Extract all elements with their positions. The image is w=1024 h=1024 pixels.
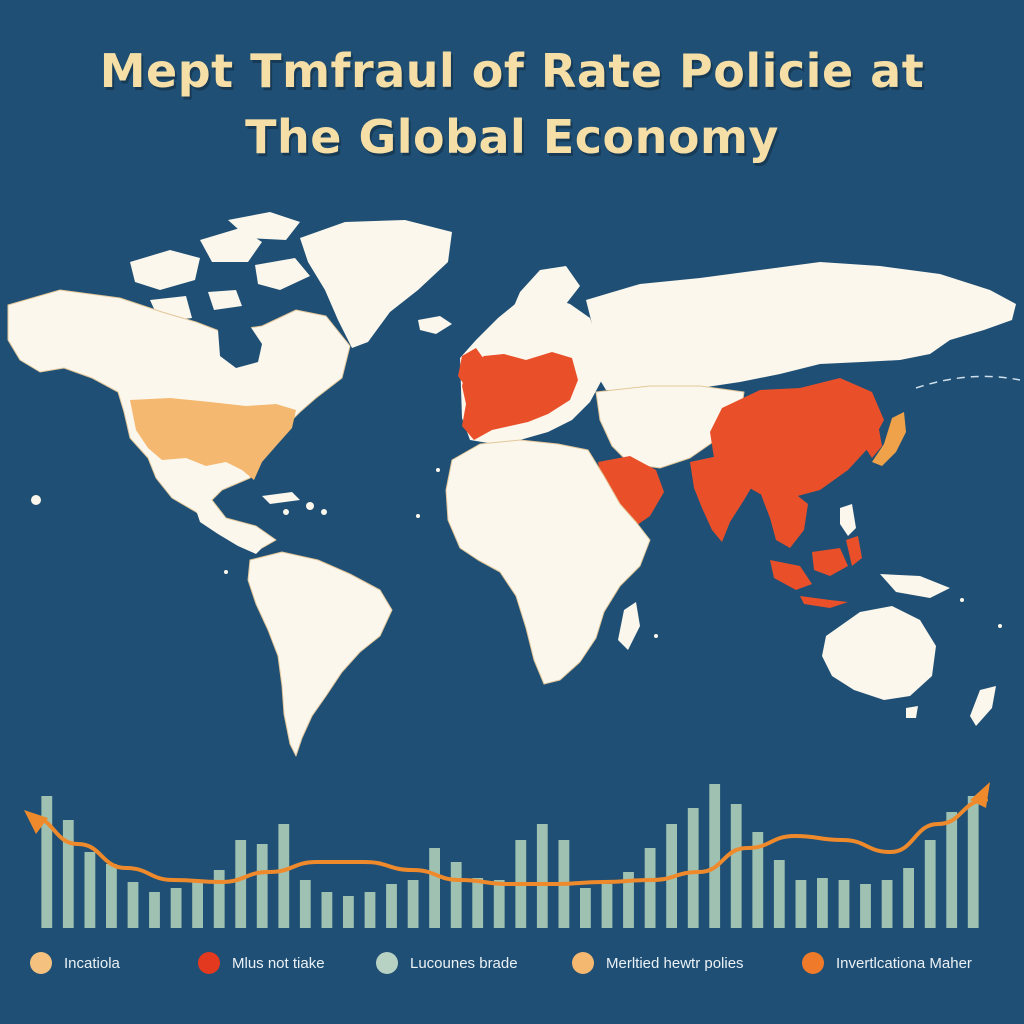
bar (343, 896, 354, 928)
legend-item-mlus-not-tiake: Mlus not tiake (198, 946, 325, 980)
bar (149, 892, 160, 928)
new-zealand (970, 686, 996, 726)
bar (62, 820, 74, 928)
legend-label: Merltied hewtr polies (606, 954, 744, 972)
bar-chart (41, 784, 979, 928)
trend-line (28, 798, 988, 886)
china-region (710, 378, 884, 498)
bar (623, 872, 634, 928)
hudson-bay (218, 326, 262, 368)
bar (601, 884, 613, 928)
legend-item-lucounes-brade: Lucounes brade (376, 946, 518, 980)
bar (946, 812, 958, 928)
africa (445, 439, 651, 685)
bar (709, 784, 721, 928)
legend: Incatiola Mlus not tiake Lucounes brade … (0, 946, 1024, 980)
bar (299, 880, 311, 928)
legend-swatch (30, 952, 52, 974)
small-islands (31, 468, 1002, 638)
world-map (7, 212, 1021, 757)
bar (256, 844, 268, 928)
legend-item-incatiola: Incatiola (30, 946, 120, 980)
philippines (840, 504, 856, 536)
india-region (690, 456, 756, 542)
title-line-1: Mept Tmfraul of Rate Policie at (99, 44, 925, 98)
bar (903, 868, 914, 928)
bar (795, 880, 807, 928)
title-line-2: The Global Economy (245, 110, 779, 164)
bar (170, 888, 182, 928)
bar (41, 796, 53, 928)
bar (860, 884, 871, 928)
bar (192, 880, 203, 928)
bar (84, 852, 96, 928)
legend-swatch (572, 952, 594, 974)
southeast-asia-region (760, 488, 808, 548)
arctic-islands (130, 212, 310, 322)
bar (127, 882, 139, 928)
bar (493, 880, 505, 928)
bar (213, 870, 225, 928)
new-guinea (880, 574, 950, 598)
central-asia (595, 385, 745, 469)
british-isles (458, 348, 486, 390)
legend-swatch (802, 952, 824, 974)
japan-region (872, 412, 906, 466)
bar (881, 880, 893, 928)
bar (773, 860, 785, 928)
bar (687, 808, 699, 928)
south-america (247, 551, 393, 757)
bar (386, 884, 397, 928)
indonesia-region (770, 536, 862, 608)
legend-swatch (376, 952, 398, 974)
russia (586, 262, 1016, 392)
central-america (196, 510, 262, 554)
trend-arrow-right-icon (970, 782, 990, 808)
bar (106, 864, 117, 928)
madagascar (618, 602, 640, 650)
bar (644, 848, 656, 928)
bar (838, 880, 850, 928)
bar (321, 892, 333, 928)
bar (472, 878, 484, 928)
bar (429, 848, 440, 928)
bar (730, 804, 742, 928)
australia (822, 606, 936, 700)
scandinavia (508, 266, 580, 344)
bar (450, 862, 462, 928)
legend-label: Mlus not tiake (232, 954, 325, 972)
dashed-route (915, 375, 1021, 389)
bar (536, 824, 548, 928)
trend-arrow-left-icon (24, 810, 48, 834)
bar (752, 832, 764, 928)
iceland (418, 316, 452, 334)
legend-label: Incatiola (64, 954, 120, 972)
greenland (300, 220, 452, 348)
legend-item-invertlcationa-maher: Invertlcationa Maher (802, 946, 972, 980)
korea (864, 424, 882, 458)
bar (407, 880, 419, 928)
bar (817, 878, 828, 928)
bar (364, 892, 376, 928)
usa-region (130, 398, 296, 480)
legend-label: Lucounes brade (410, 954, 518, 972)
tasmania (906, 706, 918, 718)
legend-label: Invertlcationa Maher (836, 954, 972, 972)
bar (235, 840, 247, 928)
western-europe-region (462, 352, 578, 440)
legend-swatch (198, 952, 220, 974)
bar (278, 824, 290, 928)
bar (967, 796, 979, 928)
bar (580, 888, 591, 928)
legend-item-merltied-hewtr-polies: Merltied hewtr polies (572, 946, 744, 980)
bar (924, 840, 936, 928)
caribbean-islands (262, 492, 327, 515)
